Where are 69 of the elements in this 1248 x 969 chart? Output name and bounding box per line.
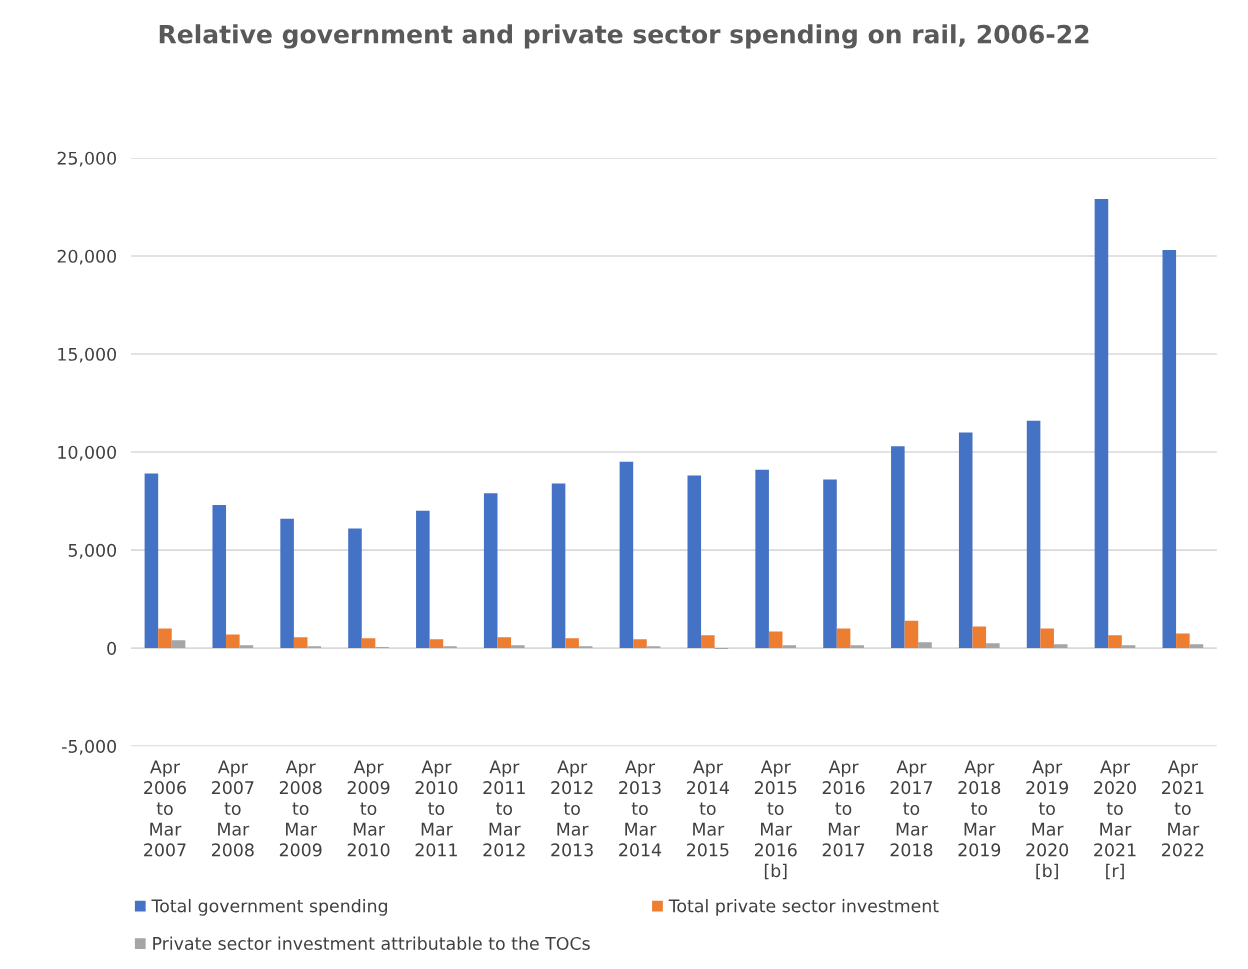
bar: [1108, 635, 1122, 649]
bar: [755, 469, 769, 649]
x-tick-label: Apr 2012 to Mar 2013: [551, 760, 593, 857]
y-tick-label: -5,000: [62, 739, 116, 755]
x-tick-label: Apr 2020 to Mar 2021 [r]: [1094, 760, 1136, 880]
bar: [1121, 645, 1136, 649]
bar: [212, 504, 227, 649]
legend-label: Total private sector investment: [668, 898, 939, 916]
bar: [619, 461, 634, 649]
bar: [904, 620, 919, 649]
bar: [416, 510, 430, 649]
y-tick-label: 15,000: [58, 347, 116, 363]
bar: [687, 475, 702, 649]
bar: [1189, 644, 1204, 649]
x-tick-label: Apr 2008 to Mar 2009: [279, 760, 322, 857]
x-tick-label: Apr 2018 to Mar 2019: [958, 760, 1001, 857]
bar: [348, 528, 362, 649]
bar: [850, 645, 864, 649]
bar: [782, 645, 797, 649]
bar: [361, 638, 376, 649]
bar: [280, 518, 294, 649]
chart-title: Relative government and private sector spending on rail, 2006-22: [159, 24, 1089, 49]
bar: [972, 626, 987, 649]
bar: [226, 634, 240, 649]
y-tick-label: 5,000: [68, 543, 116, 559]
bar: [958, 432, 973, 649]
bar: [823, 479, 837, 649]
bar: [986, 643, 1000, 649]
bar: [1094, 199, 1109, 649]
x-tick-label: Apr 2006 to Mar 2007: [144, 760, 186, 857]
bar: [1162, 250, 1177, 649]
x-tick-label: Apr 2007 to Mar 2008: [212, 760, 254, 857]
bar: [1026, 420, 1041, 649]
bar: [565, 638, 579, 649]
x-tick-label: Apr 2021 to Mar 2022: [1162, 760, 1204, 857]
x-tick-label: Apr 2011 to Mar 2012: [483, 760, 525, 857]
bar: [511, 645, 525, 649]
x-tick-label: Apr 2017 to Mar 2018: [890, 760, 933, 857]
bar: [1053, 644, 1068, 649]
bar: [551, 483, 566, 649]
bar: [918, 642, 932, 649]
y-tick-label: 25,000: [57, 151, 116, 167]
bar: [891, 446, 905, 649]
bar: [158, 628, 172, 649]
x-tick-label: Apr 2013 to Mar 2014: [619, 760, 662, 857]
x-tick-label: Apr 2016 to Mar 2017: [822, 760, 865, 857]
x-tick-label: Apr 2019 to Mar 2020 [b]: [1026, 760, 1069, 880]
bar: [293, 637, 308, 649]
bar: [633, 639, 647, 649]
bar: [1040, 628, 1054, 649]
bar: [483, 493, 498, 649]
bar: [701, 635, 715, 649]
y-tick-label: 20,000: [57, 249, 116, 265]
bar: [239, 645, 254, 649]
bar: [1176, 633, 1190, 649]
y-tick-label: 0: [107, 641, 116, 655]
x-tick-label: Apr 2010 to Mar 2011: [415, 760, 458, 857]
bar: [429, 639, 444, 649]
x-tick-label: Apr 2014 to Mar 2015: [687, 760, 729, 857]
x-tick-label: Apr 2009 to Mar 2010: [347, 760, 390, 857]
legend-label: Total government spending: [151, 898, 388, 916]
bar: [768, 631, 783, 649]
x-tick-label: Apr 2015 to Mar 2016 [b]: [754, 760, 797, 880]
bar: [497, 637, 512, 649]
legend-label: Private sector investment attributable to the TOCs: [153, 936, 590, 951]
bar: [144, 473, 159, 649]
y-tick-label: 10,000: [58, 445, 116, 461]
bar: [836, 628, 851, 649]
bar: [171, 640, 186, 649]
